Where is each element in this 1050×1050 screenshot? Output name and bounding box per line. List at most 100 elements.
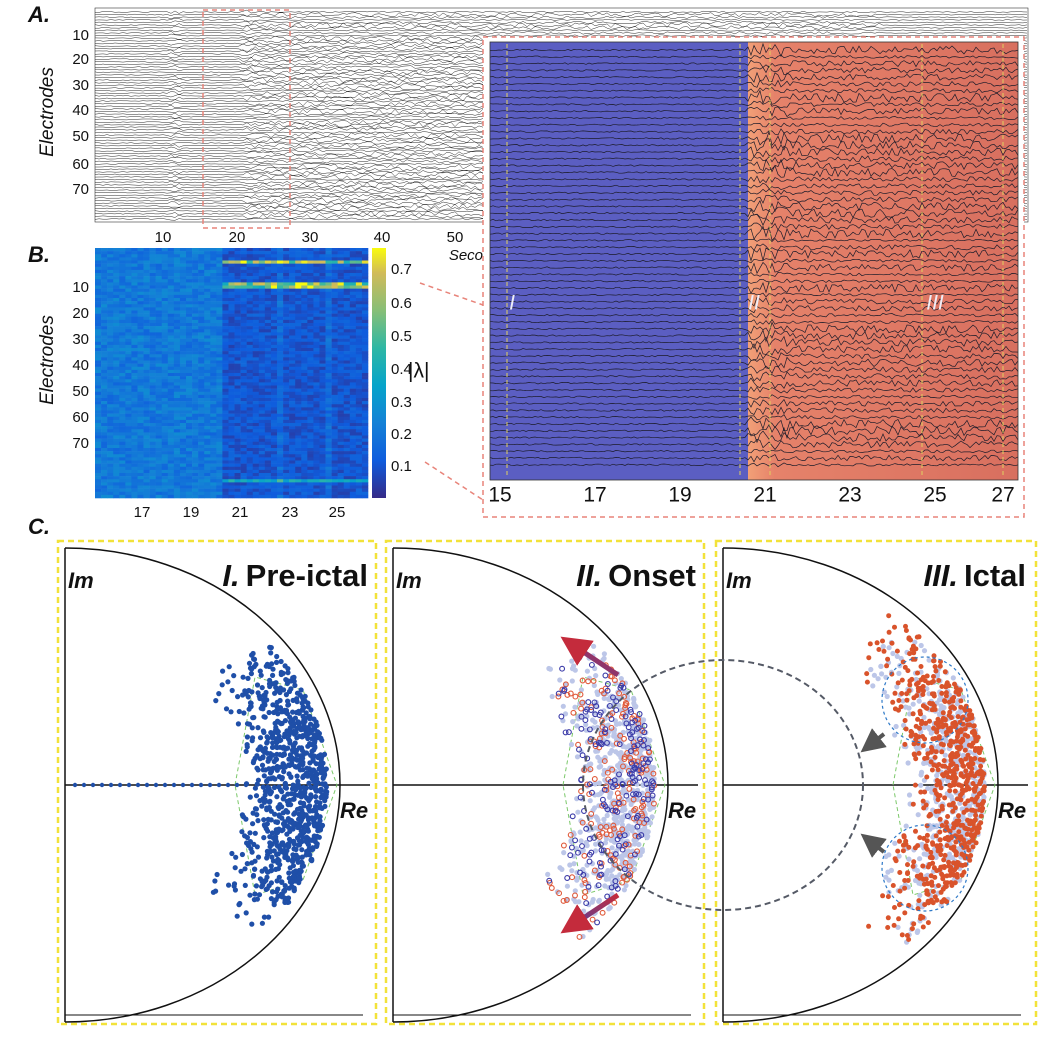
heatmap-cell	[264, 254, 272, 258]
heatmap-cell	[349, 251, 357, 255]
heatmap-cell	[283, 257, 290, 261]
heatmap-cell	[319, 251, 326, 255]
heatmap-cell	[277, 282, 284, 286]
heatmap-cell	[228, 473, 235, 477]
heatmap-cell	[264, 248, 272, 252]
heatmap-cell	[319, 366, 326, 371]
heatmap-cell	[283, 463, 290, 468]
heatmap-cell	[325, 476, 332, 480]
heatmap-cell	[355, 266, 363, 271]
heatmap-cell	[337, 369, 345, 374]
heatmap-cell	[240, 410, 247, 414]
heatmap-cell	[143, 432, 150, 436]
heatmap-cell	[155, 269, 163, 274]
heatmap-cell	[113, 354, 120, 358]
heatmap-cell	[301, 310, 308, 314]
eigenvalue	[302, 698, 308, 704]
heatmap-cell	[349, 394, 357, 399]
heatmap-cell	[125, 338, 132, 343]
heatmap-cell	[113, 282, 120, 286]
heatmap-cell	[198, 354, 205, 358]
eigenvalue	[235, 721, 241, 727]
heatmap-cell	[252, 316, 260, 321]
heatmap-cell	[131, 416, 138, 421]
heatmap-cell	[167, 438, 175, 443]
heatmap-cell	[258, 251, 266, 255]
heatmap-cell	[264, 469, 272, 474]
heatmap-cell	[313, 360, 320, 364]
heatmap-cell	[331, 326, 338, 330]
heatmap-cell	[107, 313, 114, 318]
heatmap-cell	[113, 451, 120, 455]
heatmap-cell	[343, 429, 351, 433]
heatmap-cell	[349, 341, 357, 346]
heatmap-cell	[167, 429, 175, 433]
heatmap-cell	[198, 482, 205, 486]
heatmap-cell	[258, 260, 266, 264]
heatmap-cell	[270, 248, 278, 252]
heatmap-cell	[192, 376, 199, 380]
heatmap-cell	[210, 404, 217, 408]
heatmap-cell	[216, 404, 223, 408]
heatmap-cell	[258, 457, 266, 461]
heatmap-cell	[319, 260, 326, 264]
heatmap-cell	[186, 473, 193, 477]
heatmap-cell	[161, 357, 169, 361]
heatmap-cell	[192, 416, 199, 421]
heatmap-cell	[222, 354, 229, 358]
heatmap-cell	[186, 307, 193, 311]
heatmap-cell	[186, 354, 193, 358]
heatmap-cell	[349, 419, 357, 424]
heatmap-cell	[137, 469, 144, 474]
heatmap-cell	[228, 276, 235, 280]
heatmap-cell	[228, 254, 235, 258]
heatmap-cell	[192, 354, 199, 358]
heatmap-cell	[143, 304, 150, 308]
eigenvalue	[214, 871, 220, 878]
heatmap-cell	[119, 307, 126, 311]
heatmap-cell	[252, 291, 260, 296]
heatmap-cell	[198, 329, 205, 333]
heatmap-cell	[361, 401, 369, 405]
heatmap-cell	[95, 460, 102, 464]
eigenvalue	[274, 851, 280, 858]
heatmap-cell	[119, 419, 126, 424]
heatmap-cell	[337, 285, 345, 289]
heatmap-cell	[210, 360, 217, 364]
heatmap-cell	[95, 313, 102, 318]
heatmap-cell	[289, 338, 296, 343]
heatmap-cell	[155, 288, 163, 293]
heatmap-cell	[113, 357, 120, 361]
eigenvalue	[283, 707, 290, 714]
heatmap-cell	[343, 282, 351, 286]
heatmap-cell	[270, 463, 278, 468]
heatmap-cell	[246, 291, 254, 296]
heatmap-cell	[283, 432, 290, 436]
heatmap-cell	[234, 294, 241, 299]
heatmap-cell	[301, 479, 308, 483]
eigenvalue	[274, 653, 280, 660]
heatmap-cell	[125, 366, 132, 371]
heatmap-cell	[234, 435, 241, 439]
x-tick-label: 10	[155, 229, 172, 246]
heatmap-cell	[143, 482, 150, 486]
heatmap-cell	[264, 251, 272, 255]
heatmap-cell	[143, 279, 150, 283]
heatmap-cell	[258, 304, 266, 308]
heatmap-cell	[173, 479, 181, 483]
heatmap-cell	[319, 466, 326, 471]
heatmap-cell	[119, 285, 126, 289]
heatmap-cell	[113, 479, 120, 483]
heatmap-cell	[258, 423, 266, 427]
heatmap-cell	[331, 382, 338, 386]
heatmap-cell	[301, 491, 308, 496]
eigenvalue	[262, 745, 268, 752]
heatmap-cell	[264, 416, 272, 421]
heatmap-cell	[264, 282, 272, 286]
eigenvalue	[279, 776, 285, 782]
heatmap-cell	[307, 291, 314, 296]
heatmap-cell	[198, 332, 205, 336]
heatmap-cell	[101, 360, 108, 364]
eeg-trace	[489, 438, 1019, 451]
heatmap-cell	[264, 273, 272, 277]
